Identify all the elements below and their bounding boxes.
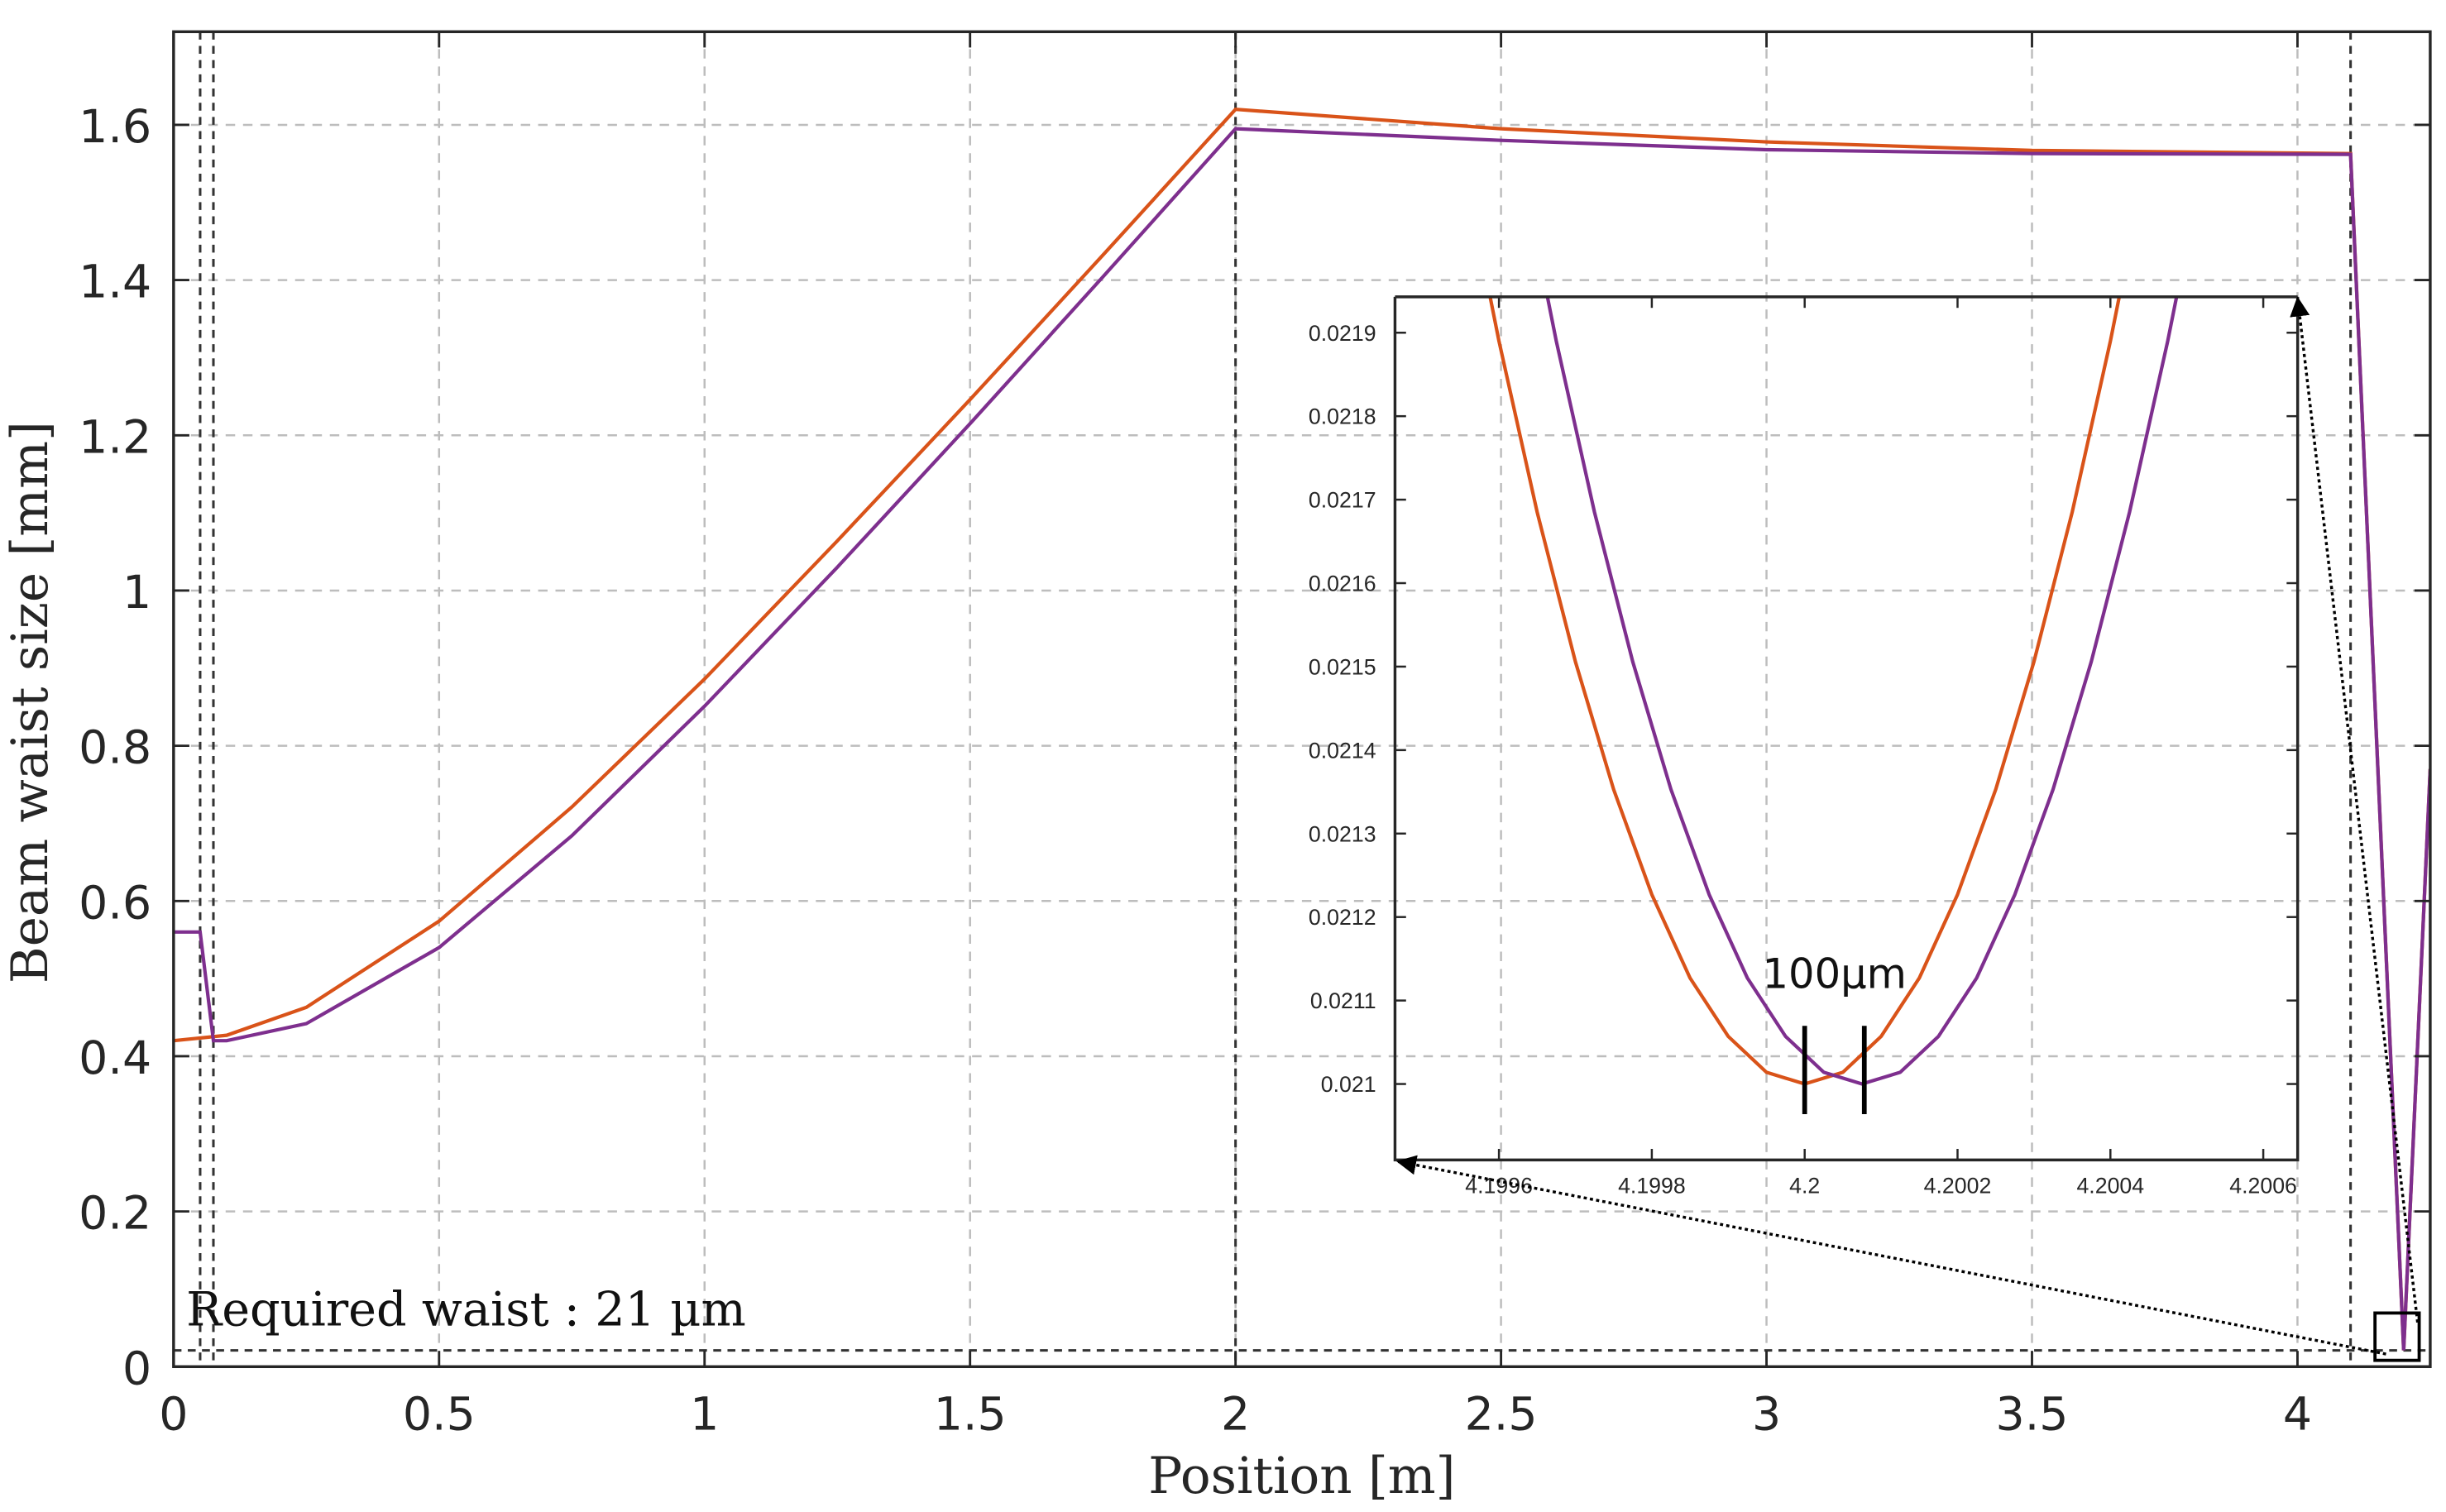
inset-series-line-orange <box>1488 296 2122 1086</box>
x-tick-label: 4 <box>2283 1389 2312 1442</box>
inset-series <box>1488 296 2179 1086</box>
inset-y-tick-label: 0.0217 <box>1309 488 1376 513</box>
series-line-purple <box>173 127 2430 1351</box>
inset-y-tick-label: 0.0219 <box>1309 321 1376 346</box>
x-tick-label: 0 <box>159 1389 188 1442</box>
inset-x-tick-label: 4.2002 <box>1924 1173 1992 1198</box>
inset-axes-box <box>1393 296 2300 1162</box>
inset-y-tick-label: 0.0218 <box>1309 404 1376 429</box>
y-tick-label: 0.6 <box>79 877 151 930</box>
inset-x-tick-label: 4.2 <box>1789 1173 1820 1198</box>
zoom-region-box <box>2373 1311 2421 1362</box>
inset-y-tick-label: 0.0214 <box>1309 738 1376 763</box>
main-axes: 0 0.5 1 1.5 2 2.5 3 3.5 4 0 0.2 0.4 0.6 0.8 1 1.2 1.4 1.6 <box>79 30 2432 1442</box>
inset-y-tick-label: 0.0211 <box>1310 988 1376 1013</box>
x-tick-label: 3 <box>1752 1389 1781 1442</box>
y-tick-label: 0 <box>122 1342 151 1395</box>
y-tick-label: 1.6 <box>79 101 151 154</box>
connector-arrow-top <box>2290 296 2420 1323</box>
required-waist-annotation: Required waist : 21 µm <box>186 1283 746 1337</box>
x-axis-label: Position [m] <box>1148 1447 1455 1505</box>
reference-lines <box>173 31 2430 1367</box>
x-tick-label: 1.5 <box>934 1389 1007 1442</box>
inset-y-tick-label: 0.0213 <box>1309 821 1376 846</box>
x-tick-label: 0.5 <box>403 1389 476 1442</box>
scale-label: 100µm <box>1762 950 1907 998</box>
x-tick-label: 3.5 <box>1996 1389 2069 1442</box>
y-tick-label: 0.2 <box>79 1188 151 1241</box>
y-tick-label: 0.4 <box>79 1032 151 1085</box>
y-tick-label: 1 <box>122 567 151 620</box>
y-axis-label: Beam waist size [mm] <box>1 421 60 983</box>
y-tick-label: 0.8 <box>79 722 151 775</box>
inset-y-tick-label: 0.0215 <box>1309 654 1376 679</box>
inset-x-tick-label: 4.2006 <box>2229 1173 2297 1198</box>
y-tick-label: 1.2 <box>79 411 151 464</box>
inset-x-tick-label: 4.2004 <box>2076 1173 2144 1198</box>
inset-y-tick-label: 0.0212 <box>1309 905 1376 930</box>
main-axes-box <box>172 30 2432 1369</box>
x-tick-label: 2 <box>1221 1389 1250 1442</box>
inset-x-tick-label: 4.1996 <box>1465 1173 1533 1198</box>
inset-series-line-purple <box>1545 296 2179 1086</box>
y-tick-label: 1.4 <box>79 256 151 309</box>
series-line-orange <box>173 108 2430 1351</box>
grid <box>173 31 2430 1367</box>
x-tick-label: 2.5 <box>1465 1389 1538 1442</box>
inset-x-tick-label: 4.1998 <box>1618 1173 1686 1198</box>
x-tick-label: 1 <box>690 1389 719 1442</box>
main-series <box>173 108 2430 1351</box>
inset-plot: 4.1996 4.1998 4.2 4.2002 4.2004 4.2006 0.021 0.… <box>1309 295 2420 1356</box>
inset-y-tick-label: 0.0216 <box>1309 572 1376 596</box>
inset-y-tick-label: 0.021 <box>1321 1072 1376 1097</box>
